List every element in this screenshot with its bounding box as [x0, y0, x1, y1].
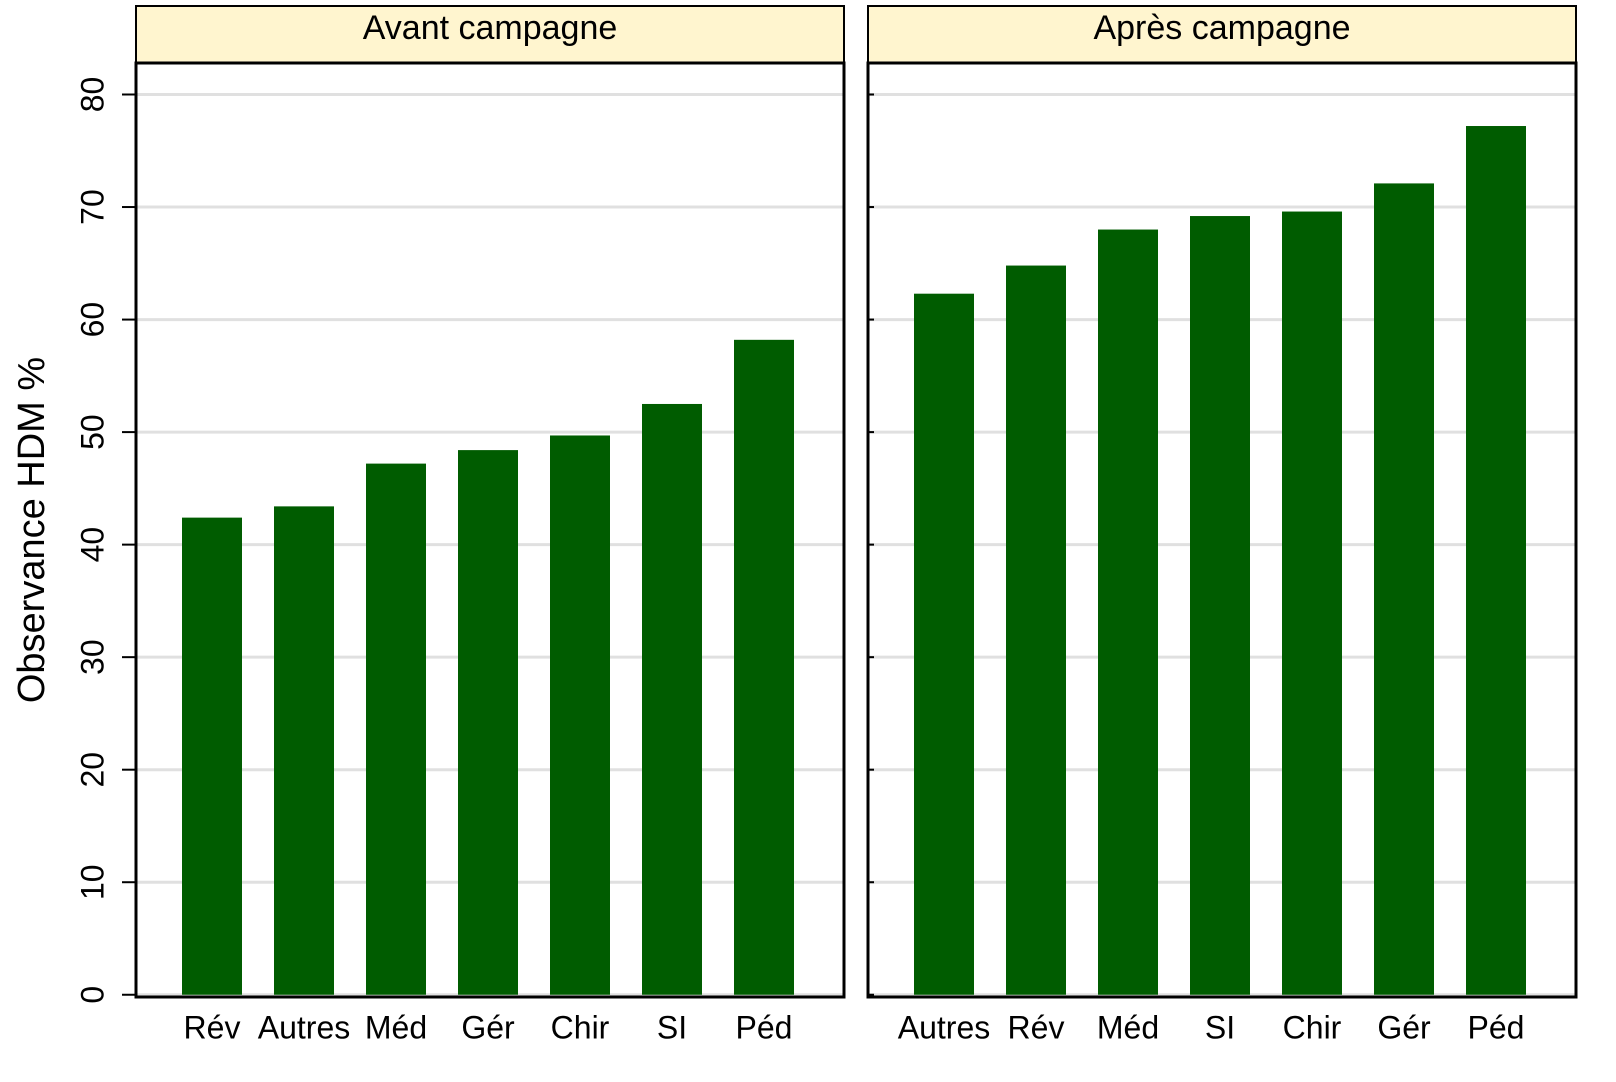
- y-tick-label: 70: [74, 189, 110, 225]
- y-tick-label: 30: [74, 639, 110, 675]
- panel-title: Avant campagne: [363, 9, 618, 47]
- x-tick-label: Méd: [1097, 1009, 1159, 1045]
- x-tick-label: Rév: [1008, 1009, 1065, 1045]
- x-tick-label: SI: [657, 1009, 687, 1045]
- bar: [1190, 216, 1250, 995]
- y-tick-label: 60: [74, 302, 110, 338]
- bar: [1374, 183, 1434, 995]
- y-tick-label: 50: [74, 414, 110, 450]
- bar: [274, 506, 334, 995]
- x-tick-label: Péd: [736, 1009, 793, 1045]
- x-tick-label: Chir: [1283, 1009, 1342, 1045]
- y-tick-label: 40: [74, 527, 110, 563]
- bar: [182, 517, 242, 995]
- y-tick-label: 0: [74, 986, 110, 1004]
- bar: [1282, 211, 1342, 995]
- bar: [734, 339, 794, 995]
- x-tick-label: Gér: [1377, 1009, 1431, 1045]
- bar: [366, 463, 426, 995]
- x-tick-label: Autres: [258, 1009, 350, 1045]
- x-tick-label: Rév: [184, 1009, 241, 1045]
- x-tick-label: Gér: [461, 1009, 515, 1045]
- bar: [1098, 229, 1158, 995]
- panel-title: Après campagne: [1093, 9, 1350, 47]
- x-tick-label: Méd: [365, 1009, 427, 1045]
- y-axis-label: Observance HDM %: [11, 357, 53, 703]
- bar: [914, 293, 974, 995]
- y-tick-label: 20: [74, 752, 110, 788]
- bar: [1466, 126, 1526, 995]
- strip: [135, 5, 845, 64]
- panel-border: [134, 61, 846, 999]
- strip: [867, 5, 1577, 64]
- x-tick-label: Chir: [551, 1009, 610, 1045]
- y-tick-label: 10: [74, 864, 110, 900]
- bar: [458, 450, 518, 995]
- x-tick-label: SI: [1205, 1009, 1235, 1045]
- bar: [642, 403, 702, 995]
- bar: [550, 435, 610, 995]
- bar: [1006, 265, 1066, 995]
- panel-border: [866, 61, 1578, 999]
- x-tick-label: Autres: [898, 1009, 990, 1045]
- y-tick-label: 80: [74, 77, 110, 113]
- x-tick-label: Péd: [1468, 1009, 1525, 1045]
